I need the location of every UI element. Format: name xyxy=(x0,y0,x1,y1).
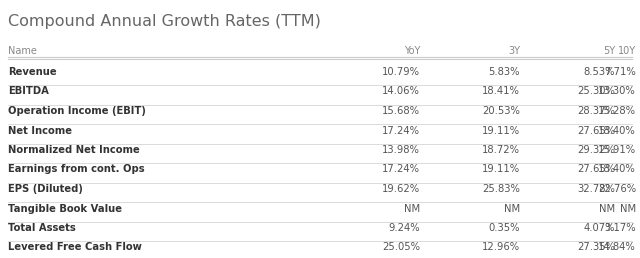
Text: 12.96%: 12.96% xyxy=(482,243,520,253)
Text: 5.83%: 5.83% xyxy=(488,67,520,77)
Text: 17.24%: 17.24% xyxy=(382,125,420,135)
Text: 15.68%: 15.68% xyxy=(382,106,420,116)
Text: 15.28%: 15.28% xyxy=(598,106,636,116)
Text: 28.37%: 28.37% xyxy=(577,106,615,116)
Text: 22.76%: 22.76% xyxy=(598,184,636,194)
Text: Name: Name xyxy=(8,46,37,56)
Text: 27.65%: 27.65% xyxy=(577,165,615,174)
Text: 27.65%: 27.65% xyxy=(577,125,615,135)
Text: Total Assets: Total Assets xyxy=(8,223,76,233)
Text: NM: NM xyxy=(620,204,636,214)
Text: 15.91%: 15.91% xyxy=(598,145,636,155)
Text: 25.05%: 25.05% xyxy=(382,243,420,253)
Text: Operation Income (EBIT): Operation Income (EBIT) xyxy=(8,106,146,116)
Text: 14.06%: 14.06% xyxy=(382,86,420,96)
Text: Normalized Net Income: Normalized Net Income xyxy=(8,145,140,155)
Text: 18.40%: 18.40% xyxy=(598,165,636,174)
Text: 19.62%: 19.62% xyxy=(382,184,420,194)
Text: 18.40%: 18.40% xyxy=(598,125,636,135)
Text: 20.53%: 20.53% xyxy=(482,106,520,116)
Text: NM: NM xyxy=(504,204,520,214)
Text: EBITDA: EBITDA xyxy=(8,86,49,96)
Text: Earnings from cont. Ops: Earnings from cont. Ops xyxy=(8,165,145,174)
Text: Revenue: Revenue xyxy=(8,67,56,77)
Text: 3Y: 3Y xyxy=(508,46,520,56)
Text: 32.78%: 32.78% xyxy=(577,184,615,194)
Text: 5Y: 5Y xyxy=(603,46,615,56)
Text: NM: NM xyxy=(599,204,615,214)
Text: 13.98%: 13.98% xyxy=(382,145,420,155)
Text: Net Income: Net Income xyxy=(8,125,72,135)
Text: 25.83%: 25.83% xyxy=(482,184,520,194)
Text: 10Y: 10Y xyxy=(618,46,636,56)
Text: EPS (Diluted): EPS (Diluted) xyxy=(8,184,83,194)
Text: 29.32%: 29.32% xyxy=(577,145,615,155)
Text: Compound Annual Growth Rates (TTM): Compound Annual Growth Rates (TTM) xyxy=(8,14,321,29)
Text: 14.84%: 14.84% xyxy=(598,243,636,253)
Text: 17.24%: 17.24% xyxy=(382,165,420,174)
Text: 8.53%: 8.53% xyxy=(584,67,615,77)
Text: 19.11%: 19.11% xyxy=(482,165,520,174)
Text: 10.79%: 10.79% xyxy=(382,67,420,77)
Text: 27.35%: 27.35% xyxy=(577,243,615,253)
Text: 7.71%: 7.71% xyxy=(604,67,636,77)
Text: 3.17%: 3.17% xyxy=(604,223,636,233)
Text: 4.07%: 4.07% xyxy=(584,223,615,233)
Text: Levered Free Cash Flow: Levered Free Cash Flow xyxy=(8,243,142,253)
Text: 19.11%: 19.11% xyxy=(482,125,520,135)
Text: 18.41%: 18.41% xyxy=(482,86,520,96)
Text: 18.72%: 18.72% xyxy=(482,145,520,155)
Text: NM: NM xyxy=(404,204,420,214)
Text: 25.30%: 25.30% xyxy=(577,86,615,96)
Text: YoY: YoY xyxy=(404,46,420,56)
Text: 9.24%: 9.24% xyxy=(388,223,420,233)
Text: 0.35%: 0.35% xyxy=(488,223,520,233)
Text: Tangible Book Value: Tangible Book Value xyxy=(8,204,122,214)
Text: 13.30%: 13.30% xyxy=(598,86,636,96)
